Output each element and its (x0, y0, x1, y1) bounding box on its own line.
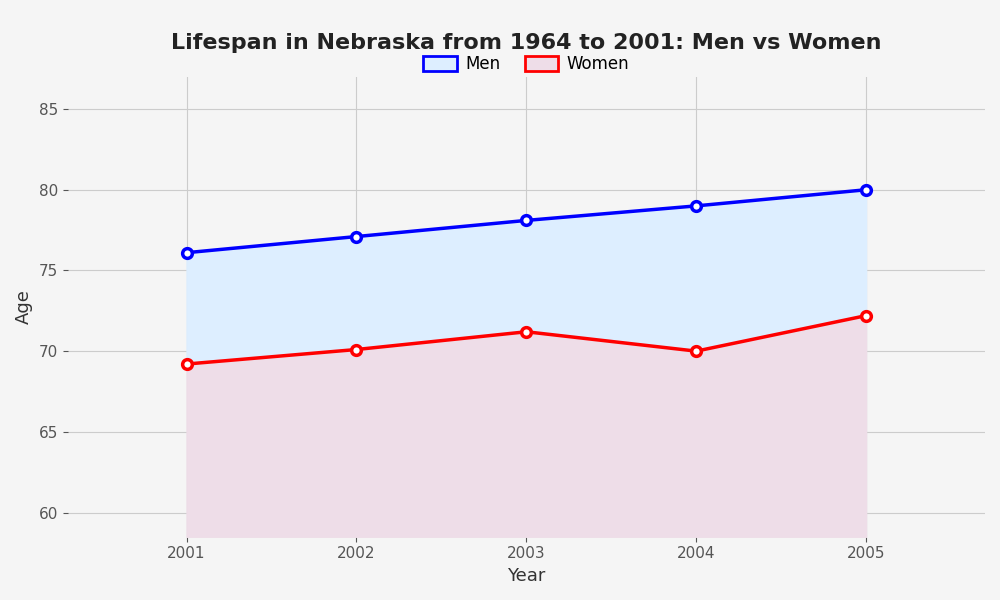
Y-axis label: Age: Age (15, 289, 33, 324)
X-axis label: Year: Year (507, 567, 546, 585)
Legend: Men, Women: Men, Women (417, 49, 636, 80)
Title: Lifespan in Nebraska from 1964 to 2001: Men vs Women: Lifespan in Nebraska from 1964 to 2001: … (171, 33, 882, 53)
